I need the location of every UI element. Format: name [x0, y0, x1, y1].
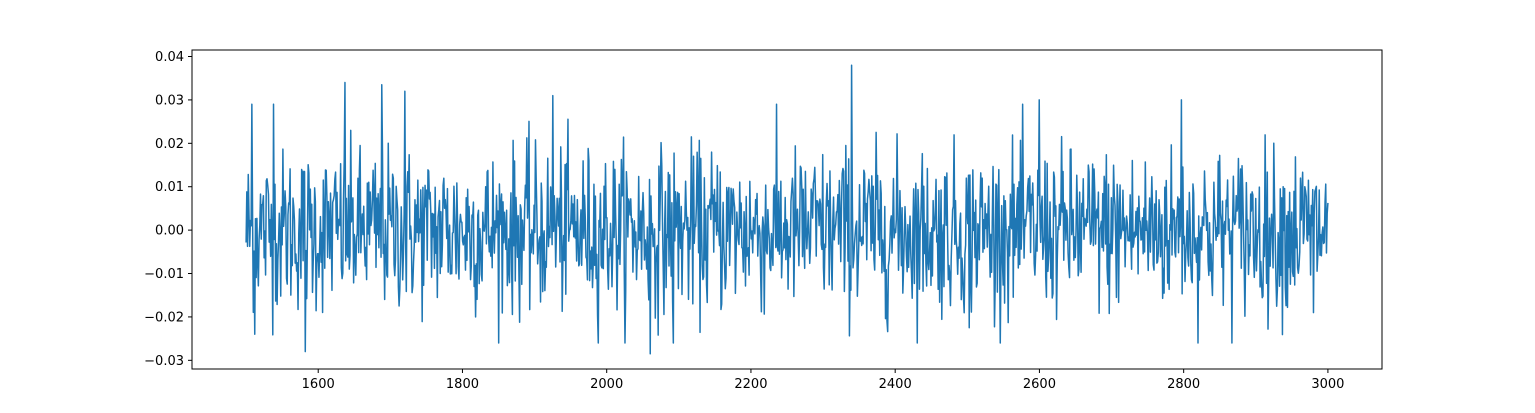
y-tick-label: −0.03 [144, 354, 184, 369]
x-axis: 1600 1800 2000 2200 2400 2600 2800 3000 [302, 369, 1344, 392]
plot-area [191, 49, 1383, 370]
y-tick-label: 0.03 [155, 93, 184, 108]
y-tick-label: −0.01 [144, 267, 184, 282]
x-tick-label: 3000 [1311, 377, 1344, 392]
x-tick-label: 1600 [302, 377, 335, 392]
series-line [245, 64, 1329, 355]
y-tick-label: 0.02 [155, 137, 184, 152]
y-tick-label: 0.04 [155, 50, 184, 65]
x-tick-label: 2000 [590, 377, 623, 392]
x-tick-label: 2800 [1167, 377, 1200, 392]
y-tick-label: 0.00 [155, 224, 184, 239]
x-tick-label: 2200 [734, 377, 767, 392]
y-tick-label: −0.02 [144, 310, 184, 325]
y-tick-label: 0.01 [155, 180, 184, 195]
x-tick-label: 2600 [1023, 377, 1056, 392]
x-tick-label: 1800 [446, 377, 479, 392]
series-layer [245, 64, 1329, 355]
x-tick-label: 2400 [879, 377, 912, 392]
axes-frame [191, 49, 1383, 370]
y-axis: −0.03 −0.02 −0.01 0.00 0.01 0.02 0.03 0.04 [144, 50, 192, 369]
